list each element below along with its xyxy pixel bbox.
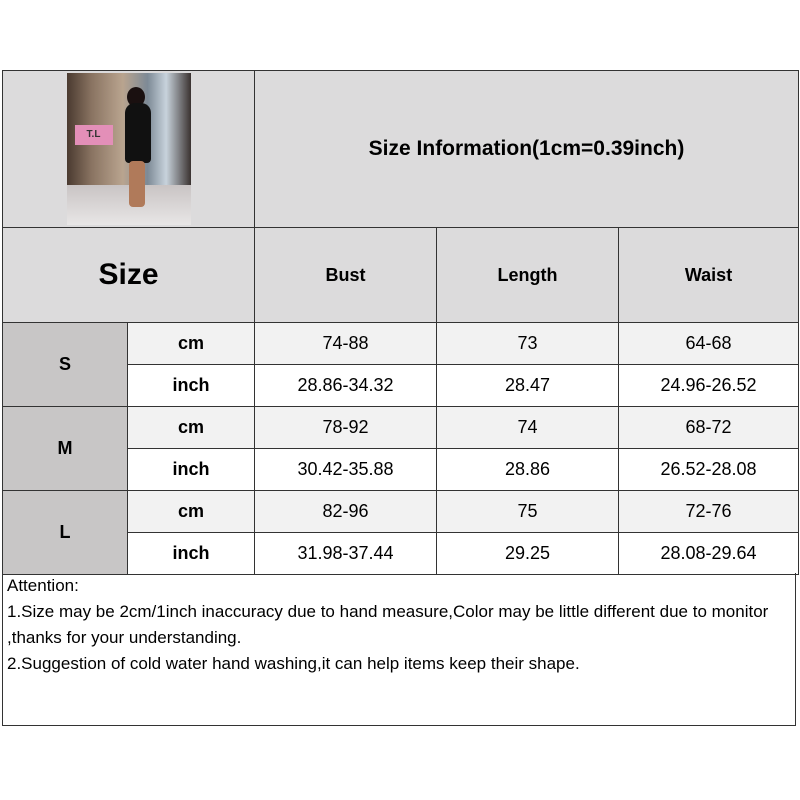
column-header-length: Length — [436, 227, 619, 323]
measurement-cell: 64-68 — [617, 322, 800, 365]
measurement-cell: 72-76 — [617, 490, 800, 533]
unit-label: inch — [127, 532, 255, 575]
attention-heading: Attention: — [7, 576, 79, 595]
table-row: inch 31.98-37.44 29.25 28.08-29.64 — [3, 532, 800, 575]
size-info-title: Size Information(1cm=0.39inch) — [253, 70, 800, 228]
measurement-cell: 28.86-34.32 — [254, 364, 437, 407]
measurement-cell: 31.98-37.44 — [254, 532, 437, 575]
table-row: inch 30.42-35.88 28.86 26.52-28.08 — [3, 448, 800, 491]
measurement-cell: 68-72 — [617, 406, 800, 449]
measurement-cell: 30.42-35.88 — [254, 448, 437, 491]
measurement-cell: 26.52-28.08 — [617, 448, 800, 491]
size-label: L — [2, 490, 128, 575]
column-header-bust: Bust — [254, 227, 437, 323]
unit-label: cm — [127, 322, 255, 365]
product-photo: T.L — [66, 73, 191, 225]
measurement-cell: 75 — [436, 490, 619, 533]
table-row: inch 28.86-34.32 28.47 24.96-26.52 — [3, 364, 800, 407]
measurement-cell: 28.86 — [436, 448, 619, 491]
size-label: M — [2, 406, 128, 491]
size-header: Size — [2, 227, 255, 323]
measurement-cell: 74 — [436, 406, 619, 449]
attention-line: 1.Size may be 2cm/1inch inaccuracy due t… — [7, 602, 769, 647]
measurement-cell: 74-88 — [254, 322, 437, 365]
measurement-cell: 28.08-29.64 — [617, 532, 800, 575]
size-label: S — [2, 322, 128, 407]
unit-label: inch — [127, 364, 255, 407]
product-photo-cell: T.L — [2, 70, 255, 228]
measurement-cell: 29.25 — [436, 532, 619, 575]
measurement-cell: 24.96-26.52 — [617, 364, 800, 407]
measurement-cell: 82-96 — [254, 490, 437, 533]
unit-label: inch — [127, 448, 255, 491]
measurement-cell: 28.47 — [436, 364, 619, 407]
unit-label: cm — [127, 490, 255, 533]
size-chart-table: T.L Size Information(1cm=0.39inch) Size … — [2, 70, 800, 575]
measurement-cell: 73 — [436, 322, 619, 365]
attention-notes: Attention: 1.Size may be 2cm/1inch inacc… — [2, 573, 796, 726]
unit-label: cm — [127, 406, 255, 449]
column-header-waist: Waist — [617, 227, 800, 323]
measurement-cell: 78-92 — [254, 406, 437, 449]
attention-line: 2.Suggestion of cold water hand washing,… — [7, 654, 580, 673]
